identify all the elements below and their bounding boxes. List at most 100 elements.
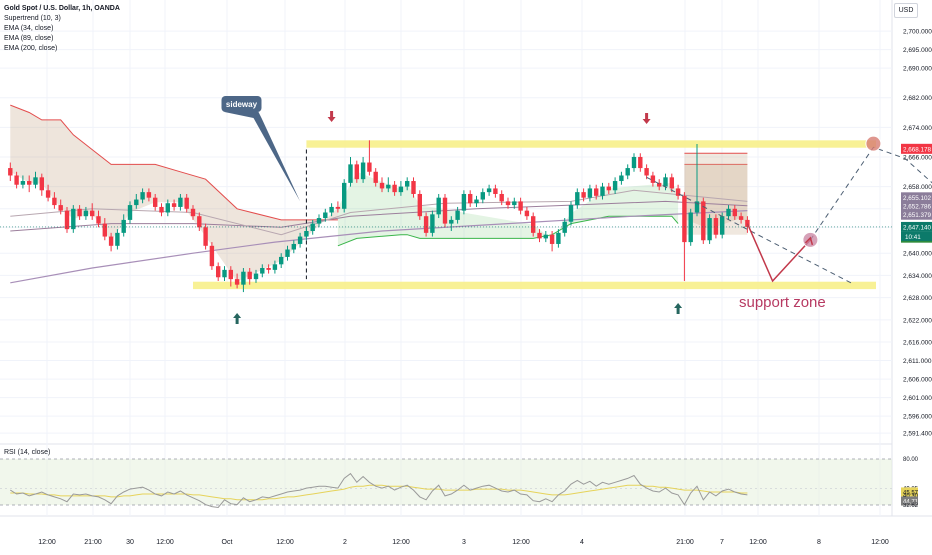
candle-body (367, 162, 372, 172)
price-marker (901, 192, 932, 203)
candle-body (694, 201, 700, 213)
ema34-line (10, 189, 748, 236)
rsi-tick-label: 80.00 (903, 457, 919, 463)
price-tick-label: 2,666.000 (903, 154, 932, 161)
candle-body (726, 208, 731, 217)
candle-body (701, 201, 706, 241)
indicator-ema34[interactable]: EMA (34, close) (4, 25, 54, 32)
candle-body (638, 156, 643, 169)
rsi-value-marker (901, 496, 918, 506)
candle-body (531, 216, 536, 233)
candle-body (707, 218, 712, 241)
candle-body (417, 193, 422, 217)
candle-body (379, 182, 385, 189)
price-tick-label: 2,658.000 (903, 184, 932, 191)
up-arrow-icon (233, 313, 242, 324)
time-tick-label: 12:00 (871, 539, 889, 546)
forecast-v-path (746, 223, 811, 283)
rsi-tick-label: 44.71 (903, 500, 919, 506)
time-tick-label: 21:00 (676, 539, 694, 546)
price-tick-label: 2,700.000 (903, 29, 932, 36)
time-axis-bg (0, 516, 932, 550)
candle-body (165, 203, 170, 213)
supertrend-fill-up (337, 171, 679, 246)
candle-body (688, 212, 693, 243)
target-circle (865, 135, 882, 152)
candle-body (732, 208, 737, 217)
price-marker (901, 209, 932, 220)
down-arrow-icon (327, 111, 336, 122)
rsi-label[interactable]: RSI (14, close) (4, 449, 51, 456)
candle-body (581, 192, 586, 198)
symbol-title[interactable]: Gold Spot / U.S. Dollar, 1h, OANDA (4, 5, 120, 12)
candle-body (241, 271, 246, 285)
indicator-ema200[interactable]: EMA (200, close) (4, 45, 58, 52)
support-zone-label: support zone (739, 294, 826, 311)
time-tick-label: 2 (343, 539, 347, 546)
candle-body (386, 184, 391, 189)
candle-body (612, 181, 618, 191)
candle-body (568, 205, 574, 222)
price-tick-label: 2,628.000 (903, 295, 932, 302)
candle-body (228, 269, 233, 280)
support-zone-band (193, 281, 876, 290)
candle-body (323, 212, 328, 219)
candle-body (663, 177, 668, 187)
price-tick-label: 2,634.000 (903, 273, 932, 280)
candle-body (247, 271, 252, 280)
candle-body (606, 186, 611, 191)
candle-body (190, 208, 196, 217)
candle-body (216, 266, 221, 278)
candle-body (108, 236, 114, 246)
indicator-ema89[interactable]: EMA (89, close) (4, 35, 54, 42)
candle-body (644, 168, 649, 176)
price-marker-label: 2,655.102 (903, 195, 932, 202)
price-tick-label: 2,695.000 (903, 47, 932, 54)
candle-body (423, 216, 429, 233)
price-marker-label: 2,668.178 (903, 146, 932, 153)
candle-body (197, 216, 202, 228)
candle-body (411, 181, 416, 194)
candle-body (398, 186, 404, 193)
supertrend-fill-down (10, 105, 338, 282)
price-tick-label: 2,611.000 (903, 358, 932, 365)
rsi-line (10, 472, 748, 509)
candle-body (153, 197, 158, 207)
candle-body (562, 221, 567, 233)
sideway-callout-text: sideway (226, 100, 258, 109)
candle-body (253, 273, 259, 280)
candle-body (33, 177, 38, 185)
candle-body (90, 210, 95, 217)
candle-body (720, 216, 725, 235)
time-tick-label: 30 (126, 539, 134, 546)
time-tick-label: 7 (720, 539, 724, 546)
candle-body (260, 268, 265, 274)
currency-button[interactable]: USD (894, 3, 918, 18)
candle-body (524, 210, 530, 217)
candle-body (442, 197, 448, 224)
candle-body (27, 181, 32, 185)
rsi-band-fill (0, 459, 892, 505)
candle-body (392, 184, 397, 193)
candle-body (474, 199, 479, 204)
candle-body (140, 192, 145, 200)
candle-body (468, 193, 473, 204)
candle-body (58, 205, 63, 211)
indicator-supertrend[interactable]: Supertrend (10, 3) (4, 15, 61, 22)
candle-body (329, 206, 334, 213)
candle-body (360, 162, 366, 180)
candle-body (675, 188, 681, 196)
candle-body (493, 188, 498, 194)
candle-body (455, 210, 460, 220)
candle-body (291, 243, 296, 250)
candle-body (480, 192, 485, 200)
candle-body (20, 181, 26, 185)
candle-body (8, 168, 13, 176)
rsi-value-marker (901, 487, 918, 497)
time-tick-label: 12:00 (38, 539, 56, 546)
candle-body (121, 219, 126, 233)
ema200-line (10, 210, 748, 284)
candle-body (272, 264, 278, 270)
